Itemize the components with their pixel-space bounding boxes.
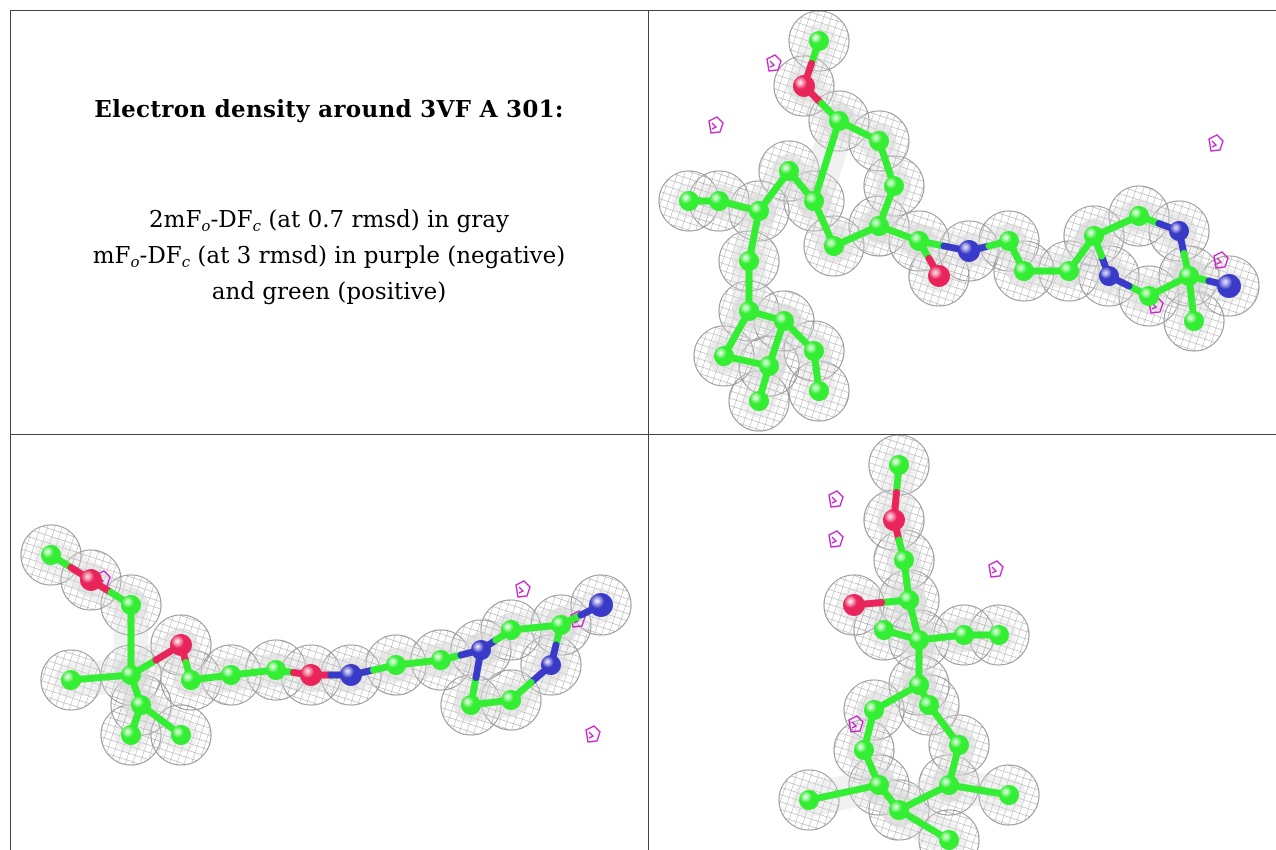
map-fo-fc-line: mFo-DFc (at 3 rmsd) in purple (negative) [92, 243, 566, 271]
ligand-atoms [41, 545, 613, 745]
figure-grid: Electron density around 3VF A 301: 2mFo-… [10, 10, 1276, 850]
density-mesh [20, 524, 632, 766]
border-middle [648, 10, 649, 850]
view-bottom-left [11, 435, 648, 850]
negative-density-contours [828, 490, 1004, 733]
caption-cell: Electron density around 3VF A 301: 2mFo-… [10, 10, 648, 434]
view-top-right [649, 11, 1276, 434]
ligand-density-view-3 [778, 435, 1040, 850]
caption-description: 2mFo-DFc (at 0.7 rmsd) in gray mFo-DFc (… [10, 202, 648, 310]
ligand-atoms [679, 31, 1241, 411]
ligand-density-view-2 [20, 524, 632, 766]
caption-title: Electron density around 3VF A 301: [94, 96, 564, 123]
map-fo-fc-line-cont: and green (positive) [211, 279, 447, 305]
map-2fo-fc-line: 2mFo-DFc (at 0.7 rmsd) in gray [149, 207, 509, 235]
border-left [10, 10, 11, 850]
ligand-atoms [799, 455, 1019, 850]
negative-density-contours [95, 570, 601, 743]
view-bottom-right [649, 435, 1276, 850]
ligand-density-view-1 [658, 11, 1260, 432]
border-top [10, 10, 1276, 11]
border-center [10, 434, 1276, 435]
density-mesh [658, 11, 1260, 432]
